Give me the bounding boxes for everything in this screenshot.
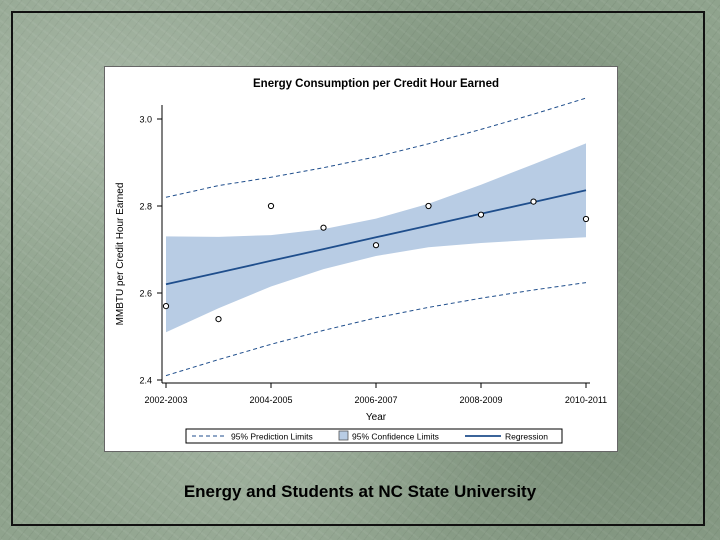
legend: 95% Prediction Limits 95% Confidence Limi… [185,428,563,444]
data-point [215,316,222,323]
data-point [582,215,590,223]
y-tick-label: 2.4 [139,376,152,386]
data-point [162,303,170,310]
y-axis-label: MMBTU per Credit Hour Earned [115,183,126,326]
chart-panel: Energy Consumption per Credit Hour Earne… [104,66,618,452]
data-point [425,202,432,210]
x-tick-label: 2004-2005 [249,395,292,405]
y-tick-label: 3.0 [139,115,152,125]
legend-box [185,428,563,444]
x-tick-label: 2008-2009 [459,395,502,405]
prediction-limit-upper [165,97,587,198]
data-point [530,198,537,205]
slide-frame [11,11,705,526]
legend-swatch-confidence [338,430,349,441]
plot-area [162,97,590,377]
x-axis-label: Year [366,412,387,423]
slide-caption: Energy and Students at NC State Universi… [183,482,537,501]
chart-title: Energy Consumption per Credit Hour Earne… [253,78,499,90]
data-point [477,211,485,218]
legend-label-regression: Regression [505,432,548,442]
y-tick-label: 2.8 [139,202,152,212]
x-tick-label: 2002-2003 [144,395,187,405]
legend-label-prediction: 95% Prediction Limits [231,432,313,442]
prediction-limit-lower [165,282,587,377]
y-tick-label: 2.6 [139,289,152,299]
data-point [320,224,327,231]
axes: 2.4 2.6 2.8 3.0 2002-2003 2004-2005 2006-2007 2… [139,105,607,405]
legend-label-confidence: 95% Confidence Limits [352,432,439,442]
x-tick-label: 2006-2007 [354,395,397,405]
x-tick-label: 2010-2011 [565,395,607,405]
regression-line [165,189,587,286]
data-point [267,202,275,210]
chart-svg: Energy Consumption per Credit Hour Earne… [115,78,607,444]
data-point [372,242,380,249]
